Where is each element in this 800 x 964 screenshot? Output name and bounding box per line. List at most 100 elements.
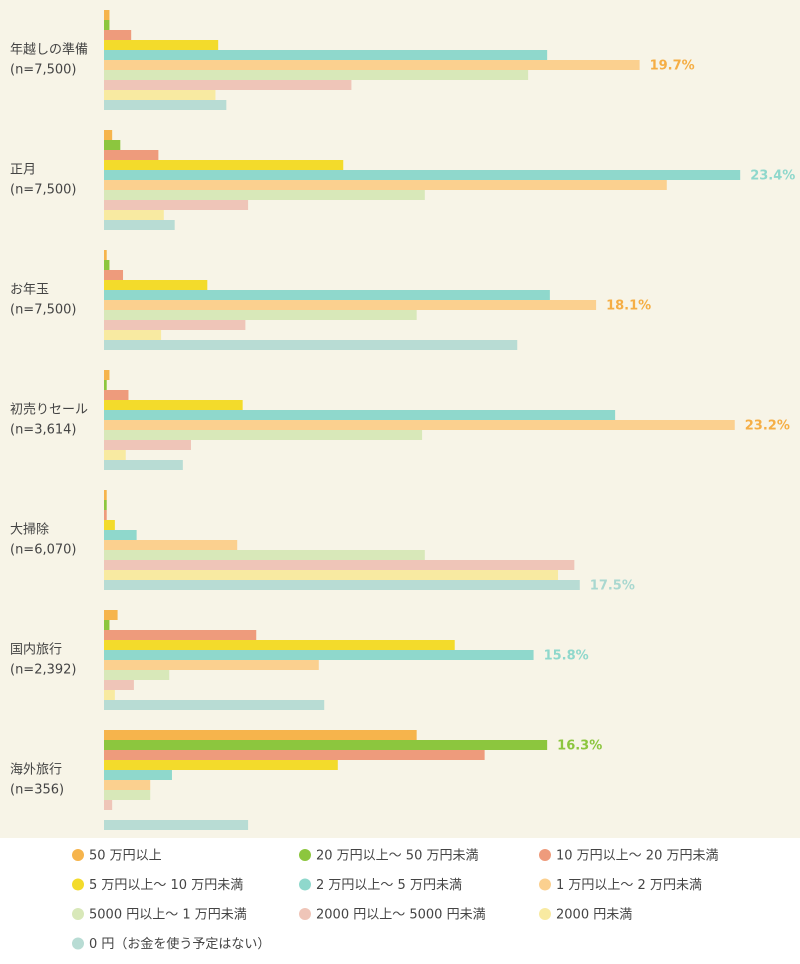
legend-marker <box>299 878 311 891</box>
legend-label: 5000 円以上～ 1 万円未満 <box>89 908 247 923</box>
bar <box>104 570 559 580</box>
category-note: (n=356) <box>10 783 64 798</box>
category-label: 海外旅行 <box>10 763 62 778</box>
legend-marker <box>539 878 551 891</box>
bar <box>104 200 249 210</box>
bar <box>104 800 113 810</box>
legend-marker <box>539 908 551 920</box>
bar <box>104 400 243 410</box>
value-label: 17.5% <box>590 579 635 594</box>
bar <box>104 10 110 20</box>
bar <box>104 40 219 50</box>
bar <box>104 670 170 680</box>
bar <box>104 190 425 200</box>
bar <box>104 130 113 140</box>
legend-marker <box>72 908 84 920</box>
bar <box>104 50 548 60</box>
legend-marker <box>72 937 84 950</box>
value-label: 18.1% <box>606 299 651 314</box>
bar <box>104 420 735 430</box>
bar <box>104 520 115 530</box>
bar <box>104 440 191 450</box>
category-note: (n=7,500) <box>10 183 77 198</box>
bar <box>104 740 548 750</box>
legend-label: 20 万円以上～ 50 万円未満 <box>316 849 478 864</box>
legend-label: 1 万円以上～ 2 万円未満 <box>556 878 702 893</box>
bar <box>104 370 110 380</box>
bar <box>104 30 132 40</box>
bar <box>104 780 151 790</box>
category-label: 大掃除 <box>10 522 49 538</box>
category-note: (n=2,392) <box>10 663 77 678</box>
bar <box>104 170 741 180</box>
bar <box>104 270 124 280</box>
bar <box>104 550 425 560</box>
bar <box>104 380 107 390</box>
bar <box>104 620 110 630</box>
bar <box>104 340 518 350</box>
category-label: 国内旅行 <box>10 642 62 658</box>
bar <box>104 150 159 160</box>
bar <box>104 280 208 290</box>
bar <box>104 300 597 310</box>
value-label: 16.3% <box>557 739 602 754</box>
category-note: (n=3,614) <box>10 423 77 438</box>
category-label: 正月 <box>10 163 36 178</box>
bar <box>104 60 640 70</box>
bar <box>104 690 115 700</box>
category-note: (n=7,500) <box>10 303 77 318</box>
category-label: 初売りセール <box>10 402 88 418</box>
bar <box>104 540 238 550</box>
bar <box>104 210 164 220</box>
bar <box>104 660 319 670</box>
bar <box>104 760 338 770</box>
bar <box>104 450 126 460</box>
value-label: 23.2% <box>745 419 790 434</box>
bar <box>104 430 423 440</box>
bar <box>104 530 137 540</box>
legend-label: 2000 円以上～ 5000 円未満 <box>316 908 486 923</box>
bar <box>104 260 110 270</box>
legend-label: 5 万円以上～ 10 万円未満 <box>89 878 243 893</box>
legend-marker <box>72 878 84 891</box>
bar <box>104 20 110 30</box>
bar <box>104 90 216 100</box>
value-label: 19.7% <box>650 59 695 74</box>
legend-marker <box>72 849 84 861</box>
bar <box>104 510 107 520</box>
bar <box>104 70 529 80</box>
bar <box>104 330 162 340</box>
bar <box>104 610 118 620</box>
category-label: お年玉 <box>10 283 49 298</box>
bar <box>104 220 175 230</box>
category-label: 年越しの準備 <box>10 42 88 58</box>
value-label: 15.8% <box>544 649 589 664</box>
legend-label: 50 万円以上 <box>89 849 162 864</box>
legend-marker <box>299 849 311 861</box>
bar <box>104 460 183 470</box>
bar <box>104 490 107 500</box>
bar <box>104 560 575 570</box>
legend-label: 0 円（お金を使う予定はない） <box>89 936 270 952</box>
legend-marker <box>299 908 311 920</box>
bar <box>104 80 352 90</box>
bar <box>104 140 121 150</box>
legend-label: 2000 円未満 <box>556 908 632 923</box>
bar <box>104 680 134 690</box>
bar <box>104 390 129 400</box>
bar <box>104 820 249 830</box>
bar <box>104 770 172 780</box>
bar <box>104 100 227 110</box>
bar <box>104 290 550 300</box>
legend-marker <box>539 849 551 861</box>
bar <box>104 790 151 800</box>
value-label: 23.4% <box>750 169 795 184</box>
bar <box>104 320 246 330</box>
bar <box>104 580 580 590</box>
category-note: (n=6,070) <box>10 543 77 558</box>
bar <box>104 410 616 420</box>
legend-label: 10 万円以上～ 20 万円未満 <box>556 849 718 864</box>
bar <box>104 700 325 710</box>
bar <box>104 310 417 320</box>
